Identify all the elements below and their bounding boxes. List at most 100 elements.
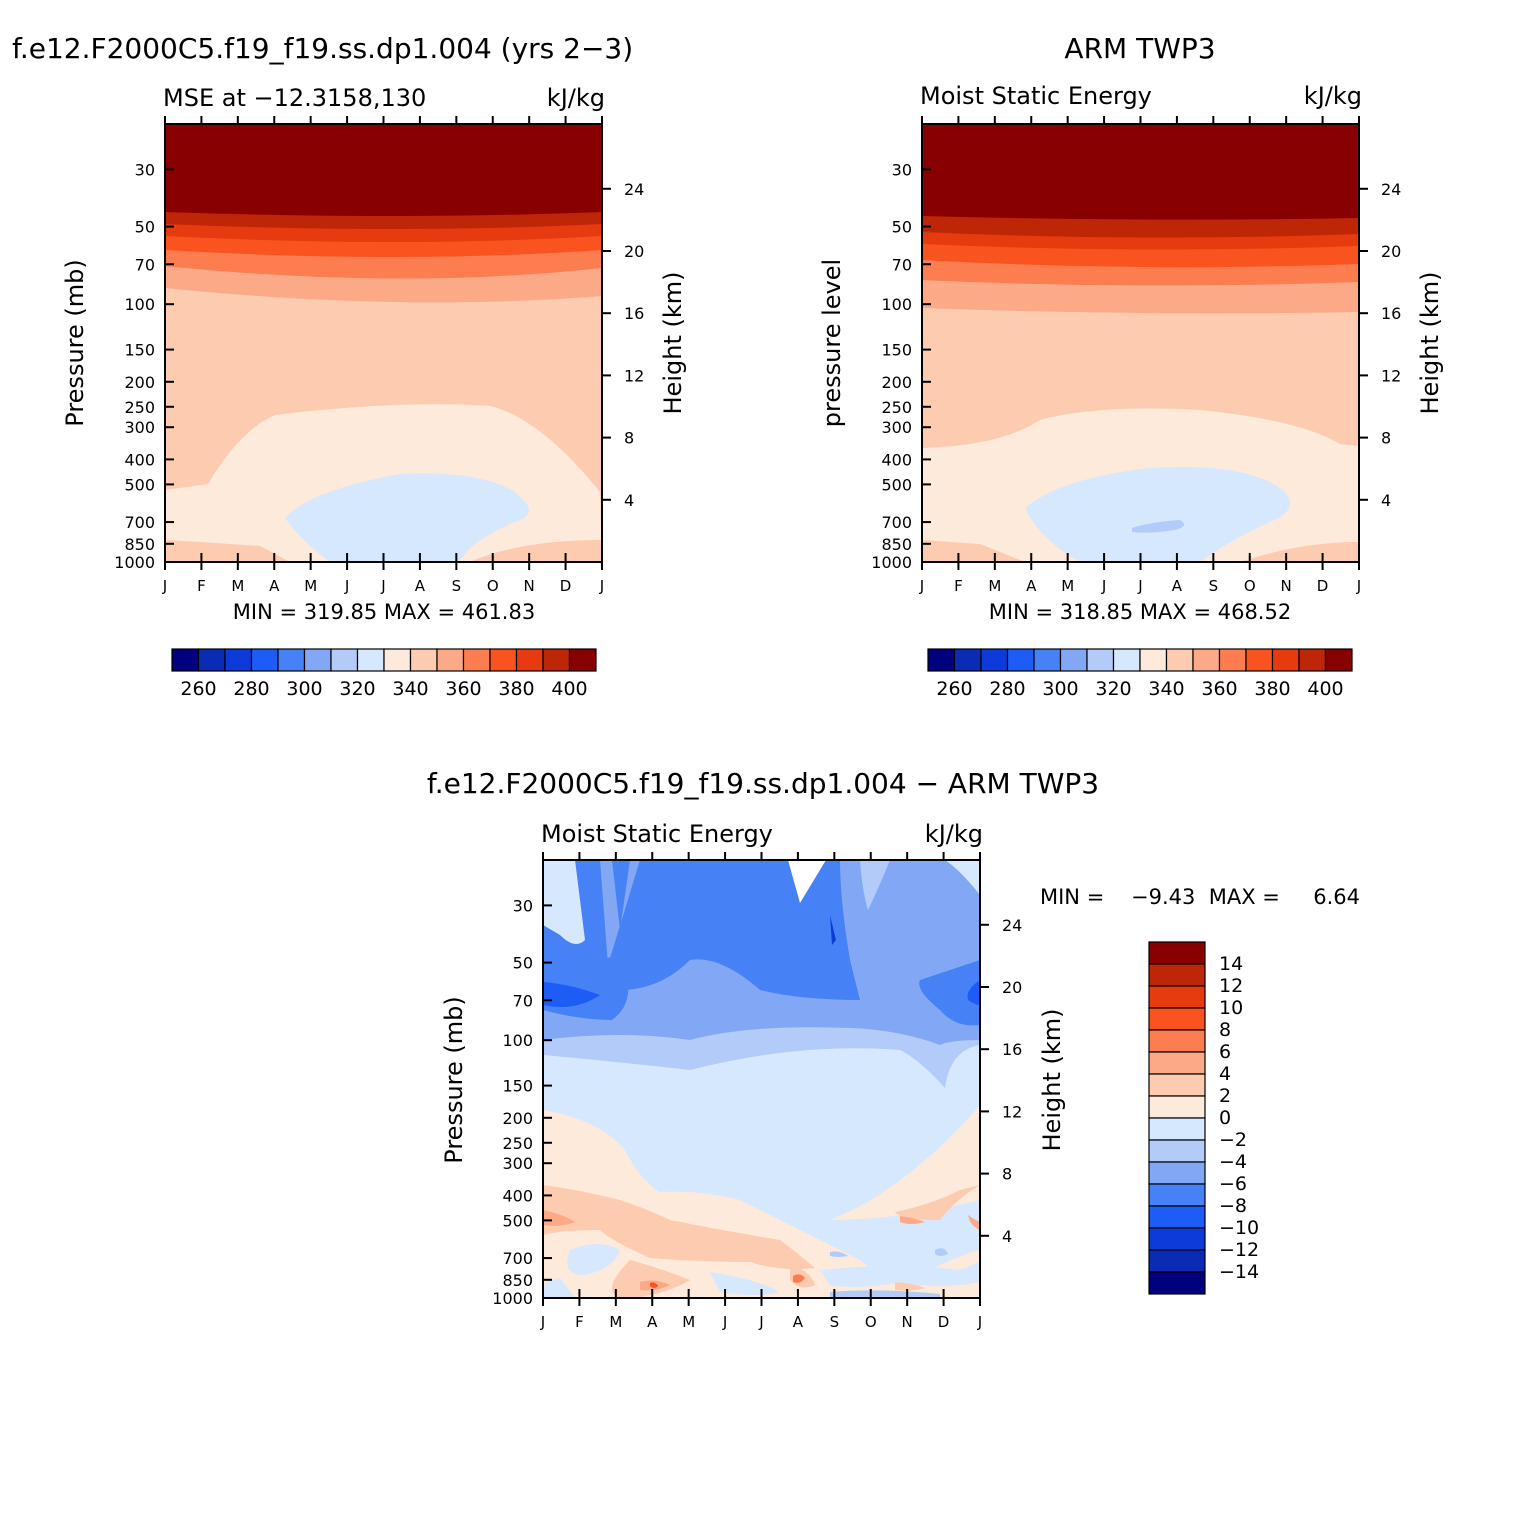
colorbar-label: 400 — [551, 678, 587, 700]
colorbar-swatch — [1086, 648, 1115, 672]
pressure-tick-label: 500 — [502, 1211, 533, 1230]
pressure-tick-label: 850 — [124, 535, 155, 554]
colorbar-label: −14 — [1219, 1261, 1259, 1283]
pressure-tick-label: 30 — [135, 160, 155, 179]
height-tick-label: 16 — [1381, 304, 1401, 323]
height-tick-label: 12 — [1381, 366, 1401, 385]
panel-model-contours — [165, 124, 602, 562]
pressure-tick-label: 100 — [881, 295, 912, 314]
colorbar-swatch — [277, 648, 306, 672]
pressure-tick-label: 500 — [124, 475, 155, 494]
colorbar-swatch — [1148, 1095, 1206, 1119]
pressure-tick-label: 150 — [881, 341, 912, 360]
month-tick-label: A — [1026, 577, 1037, 595]
panel-diff-max: MAX = 6.64 — [1209, 885, 1360, 909]
colorbar-swatch — [1148, 1205, 1206, 1229]
height-tick-label: 20 — [1381, 242, 1401, 261]
colorbar-swatch — [1033, 648, 1062, 672]
height-tick-label: 8 — [624, 429, 634, 448]
panel-diff-title: f.e12.F2000C5.f19_f19.ss.dp1.004 − ARM T… — [427, 767, 1099, 800]
pressure-tick-label: 30 — [892, 160, 912, 179]
colorbar-label: 400 — [1307, 678, 1343, 700]
height-tick-label: 24 — [1381, 180, 1401, 199]
panel-obs-y2label: Height (km) — [1416, 272, 1444, 415]
pressure-tick-label: 700 — [502, 1249, 533, 1268]
colorbar-swatch — [953, 648, 982, 672]
pressure-tick-label: 850 — [881, 535, 912, 554]
height-tick-label: 12 — [624, 366, 644, 385]
height-tick-label: 12 — [1002, 1102, 1022, 1121]
colorbar-swatch — [1324, 648, 1353, 672]
panel-diff-height-axis: 4 8 12 16 20 24 — [980, 916, 1022, 1246]
pressure-tick-label: 700 — [881, 513, 912, 532]
pressure-tick-label: 100 — [502, 1031, 533, 1050]
colorbar-swatch — [1148, 1271, 1206, 1295]
panel-diff: f.e12.F2000C5.f19_f19.ss.dp1.004 − ARM T… — [427, 767, 1360, 1331]
panel-obs-units: kJ/kg — [1304, 82, 1362, 110]
colorbar-label: 280 — [233, 678, 269, 700]
colorbar-swatch — [1298, 648, 1327, 672]
pressure-tick-label: 300 — [881, 418, 912, 437]
pressure-tick-label: 250 — [502, 1134, 533, 1153]
month-tick-label: J — [540, 1313, 545, 1331]
colorbar-swatch — [1148, 985, 1206, 1009]
colorbar-swatch — [1148, 1007, 1206, 1031]
pressure-tick-label: 1000 — [871, 553, 912, 572]
height-tick-label: 16 — [624, 304, 644, 323]
colorbar-label: −10 — [1219, 1217, 1259, 1239]
colorbar-label: 360 — [1201, 678, 1237, 700]
month-tick-label: J — [380, 577, 385, 595]
month-tick-label: S — [452, 577, 462, 595]
panel-diff-contours — [543, 860, 980, 1298]
panel-model-y2label: Height (km) — [659, 272, 687, 415]
colorbar-label: 340 — [392, 678, 428, 700]
pressure-tick-label: 1000 — [492, 1289, 533, 1308]
colorbar-swatch — [489, 648, 518, 672]
colorbar-swatch — [1192, 648, 1221, 672]
pressure-tick-label: 50 — [135, 218, 155, 237]
month-tick-label: J — [599, 577, 604, 595]
panel-model-height-axis: 4 8 12 16 20 24 — [602, 180, 644, 510]
height-tick-label: 4 — [624, 491, 634, 510]
pressure-tick-label: 400 — [502, 1186, 533, 1205]
colorbar-label: −12 — [1219, 1239, 1259, 1261]
panel-diff-min: MIN = −9.43 — [1040, 885, 1195, 909]
month-tick-label: J — [722, 1313, 727, 1331]
colorbar-label: 340 — [1148, 678, 1184, 700]
panel-model-ylabel: Pressure (mb) — [61, 259, 89, 426]
colorbar-swatch — [224, 648, 253, 672]
month-tick-label: J — [1356, 577, 1361, 595]
height-tick-label: 24 — [1002, 916, 1022, 935]
colorbar-label: 320 — [1095, 678, 1131, 700]
colorbar-swatch — [1165, 648, 1194, 672]
colorbar-label: −4 — [1219, 1151, 1247, 1173]
panel-obs-subtitle: Moist Static Energy — [920, 82, 1152, 110]
colorbar-swatch — [1148, 1161, 1206, 1185]
month-tick-label: M — [988, 577, 1001, 595]
colorbar-swatch — [542, 648, 571, 672]
pressure-tick-label: 200 — [502, 1109, 533, 1128]
colorbar-label: −6 — [1219, 1173, 1247, 1195]
month-tick-label: D — [1317, 577, 1329, 595]
pressure-tick-label: 150 — [124, 341, 155, 360]
colorbar-label: 12 — [1219, 975, 1243, 997]
colorbar-swatch — [383, 648, 412, 672]
panel-obs-contours — [922, 124, 1359, 562]
colorbar-swatch — [1006, 648, 1035, 672]
colorbar-model: 260 280 300 320 340 360 380 400 — [171, 648, 597, 700]
colorbar-obs: 260 280 300 320 340 360 380 400 — [927, 648, 1353, 700]
colorbar-label: 6 — [1219, 1041, 1231, 1063]
colorbar-label: 380 — [1254, 678, 1290, 700]
pressure-tick-label: 200 — [124, 373, 155, 392]
month-tick-label: M — [1061, 577, 1074, 595]
panel-obs-minmax: MIN = 318.85 MAX = 468.52 — [989, 600, 1291, 624]
height-tick-label: 8 — [1381, 429, 1391, 448]
pressure-tick-label: 300 — [124, 418, 155, 437]
panel-diff-ylabel: Pressure (mb) — [440, 996, 468, 1163]
